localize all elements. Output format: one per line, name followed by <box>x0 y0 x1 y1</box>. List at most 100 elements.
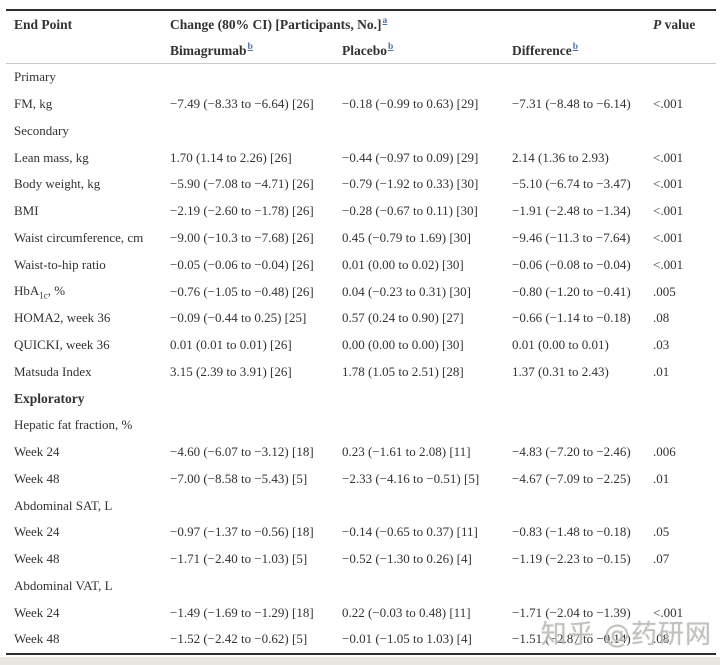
bimagrumab-cell: −1.49 (−1.69 to −1.29) [18] <box>170 604 314 620</box>
pvalue-cell: <.001 <box>653 604 684 620</box>
pvalue-header-rest: value <box>661 16 696 32</box>
bimagrumab-cell: −2.19 (−2.60 to −1.78) [26] <box>170 203 314 219</box>
pvalue-cell: .005 <box>653 283 676 299</box>
placebo-cell: 0.04 (−0.23 to 0.31) [30] <box>342 283 472 299</box>
table-row: Week 24 −0.97 (−1.37 to −0.56) [18] −0.14 … <box>6 519 716 546</box>
table-row: QUICKI, week 36 0.01 (0.01 to 0.01) [26] 0… <box>6 332 716 359</box>
table-header-row-1: End Point Change (80% CI) [Participants,… <box>6 11 716 38</box>
pvalue-cell: .006 <box>653 444 676 460</box>
placebo-cell: 0.22 (−0.03 to 0.48) [11] <box>342 604 471 620</box>
endpoint-cell: HbA1c, % <box>14 282 66 301</box>
bimagrumab-cell: −1.71 (−2.40 to −1.03) [5] <box>170 551 308 567</box>
table-row: Lean mass, kg 1.70 (1.14 to 2.26) [26] −0.… <box>6 144 716 171</box>
endpoint-cell: Waist-to-hip ratio <box>14 256 106 272</box>
difference-column-header: Differenceb <box>512 42 653 59</box>
pvalue-cell: .03 <box>653 337 670 353</box>
endpoint-cell: Week 24 <box>14 524 60 540</box>
difference-cell: 0.01 (0.00 to 0.01) <box>512 337 609 353</box>
bimagrumab-header-label: Bimagrumab <box>170 42 247 58</box>
subsection-row: Hepatic fat fraction, % <box>6 412 716 439</box>
difference-cell: −1.51 (−2.87 to −0.14) <box>512 631 631 647</box>
bimagrumab-cell: −0.97 (−1.37 to −0.56) [18] <box>170 524 314 540</box>
pvalue-cell: <.001 <box>653 256 684 272</box>
section-row: Secondary <box>6 118 716 145</box>
placebo-cell: −0.01 (−1.05 to 1.03) [4] <box>342 631 472 647</box>
endpoint-cell: Week 48 <box>14 551 60 567</box>
table-row: FM, kg −7.49 (−8.33 to −6.64) [26] −0.18 (… <box>6 91 716 118</box>
section-label: Primary <box>14 69 56 85</box>
difference-cell: −7.31 (−8.48 to −6.14) <box>512 96 631 112</box>
placebo-cell: −0.14 (−0.65 to 0.37) [11] <box>342 524 478 540</box>
difference-cell: −1.19 (−2.23 to −0.15) <box>512 551 631 567</box>
pvalue-cell: <.001 <box>653 96 684 112</box>
difference-cell: −0.66 (−1.14 to −0.18) <box>512 310 631 326</box>
difference-cell: 2.14 (1.36 to 2.93) <box>512 149 609 165</box>
difference-cell: −4.83 (−7.20 to −2.46) <box>512 444 631 460</box>
endpoint-cell: Week 48 <box>14 631 60 647</box>
section-label: Exploratory <box>14 390 85 406</box>
bimagrumab-cell: 0.01 (0.01 to 0.01) [26] <box>170 337 292 353</box>
pvalue-cell: <.001 <box>653 203 684 219</box>
table-row: Body weight, kg −5.90 (−7.08 to −4.71) [2… <box>6 171 716 198</box>
table-row: Waist circumference, cm −9.00 (−10.3 to −… <box>6 225 716 252</box>
bimagrumab-cell: −9.00 (−10.3 to −7.68) [26] <box>170 229 314 245</box>
section-label: Secondary <box>14 122 69 138</box>
pvalue-cell: .08 <box>653 631 670 647</box>
table-row: Week 24 −1.49 (−1.69 to −1.29) [18] 0.22 (… <box>6 599 716 626</box>
endpoint-cell: Waist circumference, cm <box>14 229 144 245</box>
difference-cell: 1.37 (0.31 to 2.43) <box>512 363 609 379</box>
placebo-cell: −0.44 (−0.97 to 0.09) [29] <box>342 149 479 165</box>
placebo-cell: −0.52 (−1.30 to 0.26) [4] <box>342 551 472 567</box>
placebo-cell: 0.45 (−0.79 to 1.69) [30] <box>342 229 472 245</box>
pvalue-cell: <.001 <box>653 229 684 245</box>
subsection-row: Abdominal SAT, L <box>6 492 716 519</box>
footnote-link-b[interactable]: b <box>572 42 579 52</box>
bimagrumab-cell: 3.15 (2.39 to 3.91) [26] <box>170 363 292 379</box>
table-row: Week 48 −1.52 (−2.42 to −0.62) [5] −0.01 (… <box>6 626 716 653</box>
footnote-link-b[interactable]: b <box>388 42 394 52</box>
endpoint-cell: FM, kg <box>14 96 53 112</box>
pvalue-header-italic-p: P <box>653 16 662 32</box>
placebo-cell: −0.28 (−0.67 to 0.11) [30] <box>342 203 478 219</box>
placebo-cell: 0.23 (−1.61 to 2.08) [11] <box>342 444 471 460</box>
change-span-label: Change (80% CI) [Participants, No.] <box>170 16 382 32</box>
placebo-cell: 0.00 (0.00 to 0.00) [30] <box>342 337 464 353</box>
bimagrumab-cell: −0.05 (−0.06 to −0.04) [26] <box>170 256 314 272</box>
table-row: Week 48 −1.71 (−2.40 to −1.03) [5] −0.52 (… <box>6 546 716 573</box>
placebo-cell: 1.78 (1.05 to 2.51) [28] <box>342 363 464 379</box>
footnote-link-b[interactable]: b <box>247 42 253 52</box>
difference-cell: −9.46 (−11.3 to −7.64) <box>512 229 631 245</box>
difference-cell: −0.06 (−0.08 to −0.04) <box>512 256 631 272</box>
endpoint-cell: Week 48 <box>14 470 60 486</box>
table-row: HbA1c, % −0.76 (−1.05 to −0.48) [26] 0.04 … <box>6 278 716 305</box>
bimagrumab-column-header: Bimagrumabb <box>170 42 342 59</box>
endpoint-cell: HOMA2, week 36 <box>14 310 111 326</box>
difference-cell: −1.71 (−2.04 to −1.39) <box>512 604 631 620</box>
table-row: HOMA2, week 36 −0.09 (−0.44 to 0.25) [25]… <box>6 305 716 332</box>
pvalue-cell: <.001 <box>653 176 684 192</box>
difference-cell: −1.91 (−2.48 to −1.34) <box>512 203 631 219</box>
endpoint-cell: Matsuda Index <box>14 363 92 379</box>
endpoint-cell: Lean mass, kg <box>14 149 89 165</box>
pvalue-column-header: P value <box>653 17 716 33</box>
bimagrumab-cell: −1.52 (−2.42 to −0.62) [5] <box>170 631 308 647</box>
table-header-row-2: Bimagrumabb Placebob Differenceb <box>6 38 716 64</box>
difference-cell: −4.67 (−7.09 to −2.25) <box>512 470 631 486</box>
footnote-link-a[interactable]: a <box>382 16 388 26</box>
endpoints-table: End Point Change (80% CI) [Participants,… <box>6 9 716 655</box>
pvalue-cell: .01 <box>653 363 670 379</box>
endpoint-cell: QUICKI, week 36 <box>14 337 110 353</box>
section-row: Primary <box>6 64 716 91</box>
bimagrumab-cell: −0.76 (−1.05 to −0.48) [26] <box>170 283 314 299</box>
subsection-label: Hepatic fat fraction, % <box>14 417 133 433</box>
pvalue-cell: .01 <box>653 470 670 486</box>
bimagrumab-cell: −7.49 (−8.33 to −6.64) [26] <box>170 96 314 112</box>
placebo-cell: −0.18 (−0.99 to 0.63) [29] <box>342 96 479 112</box>
endpoint-cell: BMI <box>14 203 39 219</box>
table-row: BMI −2.19 (−2.60 to −1.78) [26] −0.28 (−0.… <box>6 198 716 225</box>
page-bottom-strip <box>0 657 720 665</box>
section-row: Exploratory <box>6 385 716 412</box>
subscript-text: 1c <box>39 290 48 301</box>
placebo-cell: −2.33 (−4.16 to −0.51) [5] <box>342 470 480 486</box>
